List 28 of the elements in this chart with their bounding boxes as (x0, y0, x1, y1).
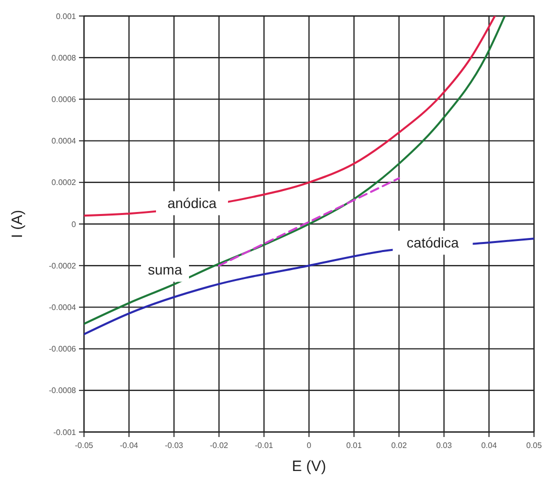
y-tick-label: 0 (72, 220, 77, 229)
x-tick-label: 0.03 (436, 441, 452, 450)
y-tick-label: 0.001 (56, 12, 77, 21)
y-tick-label: -0.0006 (48, 344, 77, 354)
y-tick-label: -0.0002 (48, 261, 77, 270)
series-label: anódica (167, 195, 217, 212)
series-label: catódica (406, 234, 460, 251)
x-tick-label: -0.02 (210, 441, 229, 450)
x-tick-label: 0.04 (481, 441, 498, 450)
x-tick-label: -0.04 (120, 441, 139, 450)
y-axis-title: I (A) (9, 210, 26, 238)
y-tick-label: -0.001 (53, 428, 77, 437)
y-tick-label: -0.0004 (48, 303, 77, 312)
x-tick-label: 0.01 (346, 441, 362, 450)
y-tick-label: 0.0004 (52, 136, 77, 146)
x-tick-label: -0.03 (164, 441, 184, 450)
y-tick-label: 0.0002 (52, 178, 77, 188)
y-tick-label: 0.0008 (52, 53, 77, 62)
x-tick-label: -0.05 (74, 441, 94, 450)
y-tick-label: -0.0008 (48, 386, 77, 396)
line-series (84, 16, 506, 325)
x-axis-title: E (V) (292, 458, 326, 475)
x-tick-label: 0.02 (391, 441, 408, 450)
x-tick-label: 0.05 (526, 441, 542, 450)
y-tick-label: 0.0006 (52, 95, 77, 104)
x-tick-label: -0.01 (254, 441, 274, 450)
x-tick-label: 0 (306, 441, 312, 450)
series-label: suma (148, 262, 182, 278)
